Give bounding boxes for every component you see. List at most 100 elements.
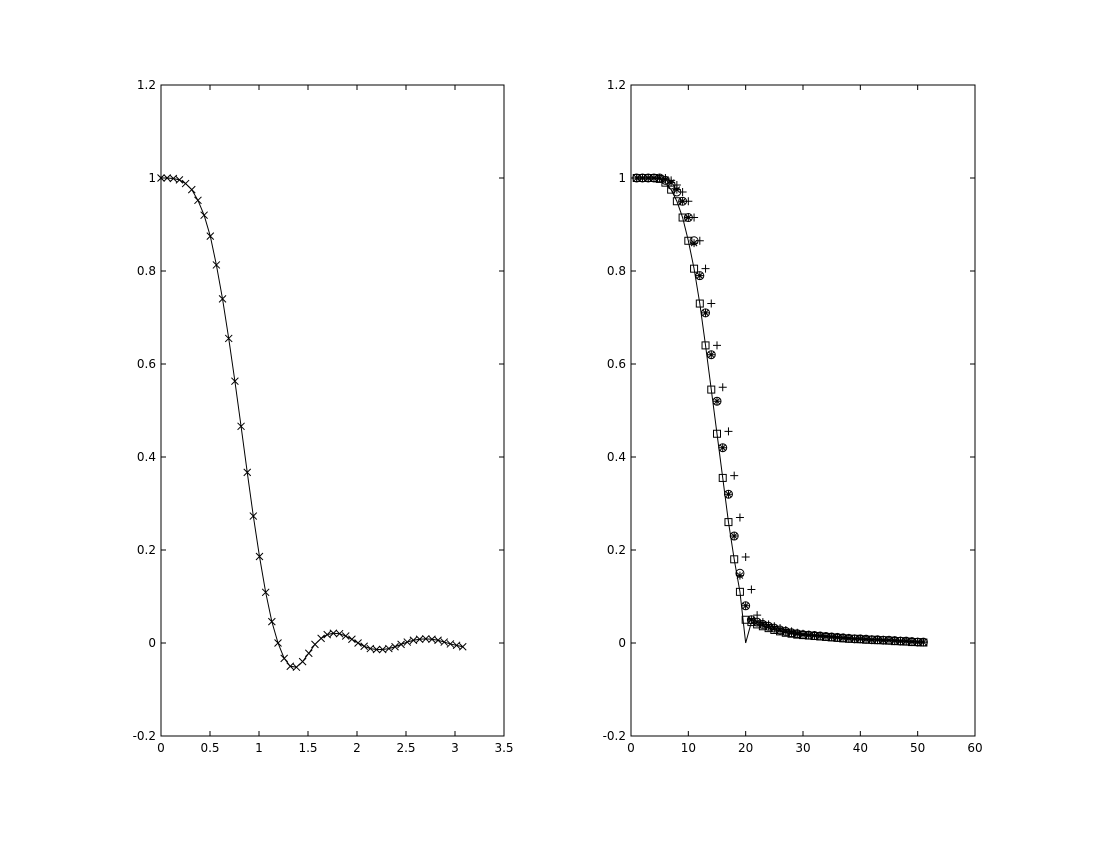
x-marker xyxy=(317,634,325,643)
square-marker xyxy=(695,299,704,308)
star-marker xyxy=(701,308,710,317)
x-marker xyxy=(237,422,245,431)
plus-marker xyxy=(764,620,773,629)
star-marker xyxy=(730,532,739,541)
x-marker xyxy=(163,174,172,182)
plus-marker xyxy=(678,187,687,196)
x-marker xyxy=(452,641,461,650)
plus-marker xyxy=(667,176,676,185)
square-marker xyxy=(713,429,721,438)
x-marker xyxy=(280,654,289,663)
x-marker xyxy=(218,295,227,303)
plus-marker xyxy=(770,622,779,631)
x-tick-label: 1 xyxy=(255,741,263,755)
y-tick-label: 0.6 xyxy=(607,357,626,371)
x-marker xyxy=(311,640,319,649)
plus-marker xyxy=(747,585,756,594)
y-tick-label: 1 xyxy=(148,171,156,185)
square-marker xyxy=(690,264,699,273)
plus-marker xyxy=(776,624,785,633)
x-tick-label: 3.5 xyxy=(494,741,513,755)
x-marker xyxy=(298,657,307,666)
y-tick-label: 1.2 xyxy=(607,78,626,92)
square-marker xyxy=(701,341,710,350)
x-tick-label: 20 xyxy=(738,741,753,755)
x-marker xyxy=(181,179,190,188)
y-tick-label: 1.2 xyxy=(137,78,156,92)
x-tick-label: 1.5 xyxy=(298,741,317,755)
x-marker xyxy=(372,645,381,654)
x-marker xyxy=(274,639,282,647)
x-marker xyxy=(391,642,399,651)
x-marker xyxy=(206,232,215,240)
x-marker xyxy=(403,638,412,646)
x-marker xyxy=(446,640,455,648)
y-tick-label: 0.6 xyxy=(137,357,156,371)
x-tick-label: 2.5 xyxy=(396,741,415,755)
axes-box xyxy=(160,84,505,737)
star-marker xyxy=(747,615,756,624)
x-marker xyxy=(292,663,301,672)
x-marker xyxy=(458,642,467,651)
star-marker xyxy=(684,213,693,222)
y-tick-label: 0.2 xyxy=(137,543,156,557)
x-tick-label: 2 xyxy=(353,741,361,755)
y-tick-label: -0.2 xyxy=(133,729,156,743)
x-marker xyxy=(255,552,264,561)
x-marker xyxy=(434,636,442,645)
x-marker xyxy=(335,629,344,638)
square-marker xyxy=(735,587,744,596)
star-marker xyxy=(678,197,687,206)
x-tick-label: 10 xyxy=(681,741,696,755)
x-marker xyxy=(261,588,270,597)
plus-marker xyxy=(661,174,670,182)
x-tick-label: 30 xyxy=(795,741,810,755)
star-marker xyxy=(707,350,716,359)
star-marker xyxy=(695,271,704,280)
data-line xyxy=(161,177,463,668)
y-tick-label: 0 xyxy=(148,636,156,650)
x-tick-label: 60 xyxy=(967,741,982,755)
star-marker xyxy=(724,490,733,499)
x-marker xyxy=(409,636,418,645)
y-tick-label: 0.4 xyxy=(607,450,626,464)
star-marker xyxy=(690,239,699,248)
x-marker xyxy=(224,334,233,343)
plus-marker xyxy=(690,213,699,222)
plus-marker xyxy=(787,627,796,636)
x-marker xyxy=(366,644,375,653)
plus-marker xyxy=(741,552,750,561)
square-marker xyxy=(718,473,727,482)
plus-marker xyxy=(695,236,704,245)
x-marker xyxy=(348,635,356,644)
plus-marker xyxy=(799,629,807,638)
square-marker xyxy=(707,385,716,394)
plus-marker xyxy=(758,618,767,627)
x-tick-label: 40 xyxy=(853,741,868,755)
x-marker xyxy=(323,630,332,639)
plus-marker xyxy=(735,513,744,522)
y-tick-label: -0.2 xyxy=(603,729,626,743)
plus-marker xyxy=(713,341,721,350)
data-line xyxy=(636,177,924,644)
x-marker xyxy=(243,468,252,477)
x-marker xyxy=(428,635,436,644)
star-marker xyxy=(735,571,744,580)
x-marker xyxy=(329,629,338,638)
star-marker xyxy=(741,601,750,610)
x-tick-label: 50 xyxy=(910,741,925,755)
plus-marker xyxy=(707,299,716,308)
x-tick-label: 0.5 xyxy=(200,741,219,755)
x-marker xyxy=(157,174,165,182)
x-marker xyxy=(194,196,202,205)
plus-marker xyxy=(724,427,733,436)
x-marker xyxy=(187,185,196,194)
plus-marker xyxy=(684,197,693,206)
star-marker xyxy=(713,397,721,406)
x-marker xyxy=(304,649,313,658)
x-marker xyxy=(360,642,369,651)
x-marker xyxy=(354,639,362,647)
plus-marker xyxy=(793,628,802,637)
